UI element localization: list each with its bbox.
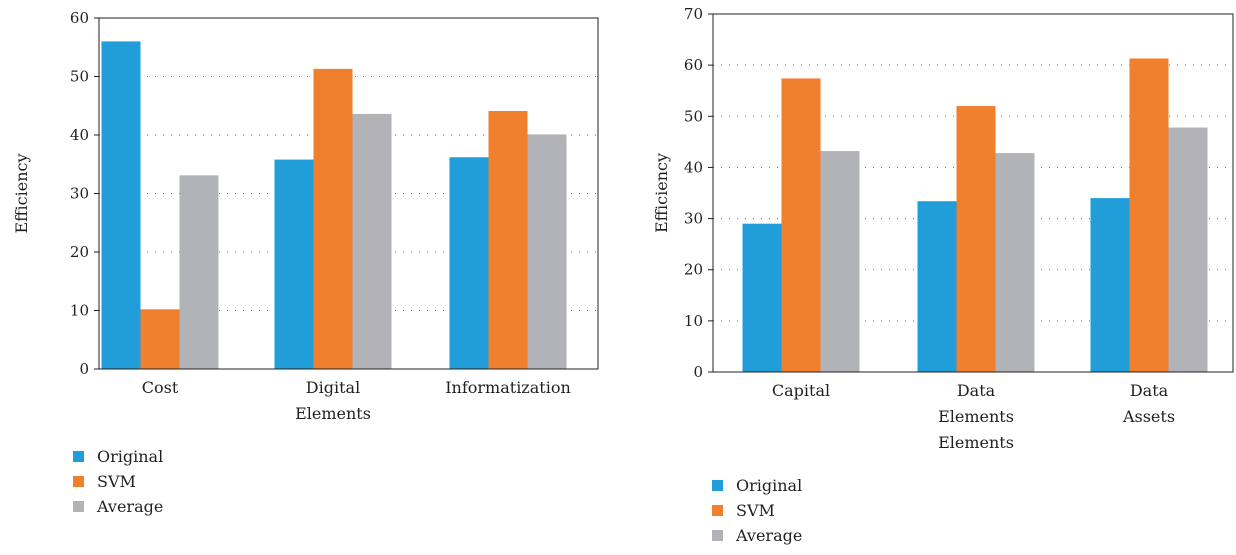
y-tick-label: 10 bbox=[70, 302, 89, 320]
x-category-label: Data Assets bbox=[1122, 381, 1175, 426]
chart-1: 0 10 20 30 40 50 60 Cost Digital Elements Informat… bbox=[12, 9, 599, 516]
y-tick-label: 30 bbox=[684, 210, 703, 228]
legend-swatch-average bbox=[712, 530, 723, 541]
bar-svm-3 bbox=[1129, 58, 1169, 372]
bar-average-2 bbox=[352, 113, 392, 369]
bar-original-2 bbox=[274, 159, 314, 369]
bar-svm-1 bbox=[781, 78, 821, 372]
bar-average-3 bbox=[527, 134, 567, 369]
x-category-label: Capital bbox=[772, 381, 830, 400]
y-tick-label: 10 bbox=[684, 312, 703, 330]
bar-original-1 bbox=[742, 223, 782, 372]
x-category-label: Cost bbox=[142, 378, 179, 397]
chart-2: 0 10 20 30 40 50 60 70 Capital Data Elements Elemen… bbox=[652, 5, 1234, 545]
legend-swatch-svm bbox=[712, 505, 723, 516]
y-tick-label: 40 bbox=[70, 126, 89, 144]
legend-label-original: Original bbox=[97, 447, 163, 466]
bar-svm-2 bbox=[313, 68, 353, 370]
y-tick-label: 50 bbox=[684, 107, 703, 125]
legend-swatch-average bbox=[73, 501, 84, 512]
legend-label-svm: SVM bbox=[736, 501, 775, 520]
legend-label-original: Original bbox=[736, 476, 802, 495]
x-category-label: Data Elements Elements bbox=[938, 381, 1014, 452]
x-category-label: Digital Elements bbox=[295, 378, 371, 423]
legend-swatch-original bbox=[712, 480, 723, 491]
bar-average-1 bbox=[179, 175, 219, 369]
y-tick-label: 60 bbox=[70, 9, 89, 27]
plot-frame bbox=[712, 13, 1234, 373]
bar-average-2 bbox=[995, 153, 1035, 372]
y-tick-label: 30 bbox=[70, 185, 89, 203]
legend: Original SVM Average bbox=[712, 476, 802, 545]
y-tick-label: 20 bbox=[70, 243, 89, 261]
bar-svm-3 bbox=[488, 111, 528, 369]
bar-original-3 bbox=[1090, 198, 1130, 372]
y-tick-label: 70 bbox=[684, 5, 703, 23]
legend: Original SVM Average bbox=[73, 447, 163, 516]
bar-original-1 bbox=[101, 41, 141, 370]
y-tick-label: 60 bbox=[684, 56, 703, 74]
legend-label-average: Average bbox=[735, 526, 802, 545]
x-category-label: Informatization bbox=[445, 378, 571, 397]
y-tick-label: 20 bbox=[684, 261, 703, 279]
y-axis-label: Efficiency bbox=[652, 153, 671, 233]
y-tick-label: 40 bbox=[684, 158, 703, 176]
bar-original-2 bbox=[917, 201, 957, 372]
legend-swatch-original bbox=[73, 451, 84, 462]
legend-label-average: Average bbox=[96, 497, 163, 516]
legend-swatch-svm bbox=[73, 476, 84, 487]
bar-svm-2 bbox=[956, 106, 996, 373]
bar-average-3 bbox=[1168, 127, 1208, 372]
y-tick-label: 0 bbox=[693, 363, 703, 381]
y-tick-label: 0 bbox=[79, 360, 89, 378]
y-tick-label: 50 bbox=[70, 68, 89, 86]
bar-svm-1 bbox=[140, 309, 180, 369]
y-axis-label: Efficiency bbox=[12, 153, 31, 233]
bar-original-3 bbox=[449, 157, 489, 369]
bar-average-1 bbox=[820, 151, 860, 372]
legend-label-svm: SVM bbox=[97, 472, 136, 491]
